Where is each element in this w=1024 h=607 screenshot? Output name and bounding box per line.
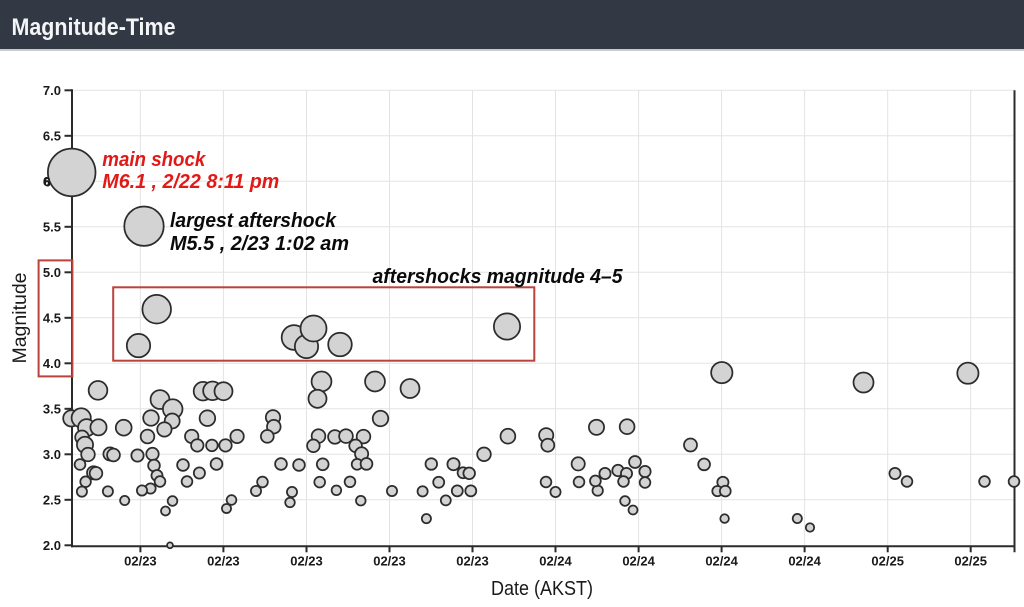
svg-text:7.0: 7.0: [43, 83, 61, 98]
svg-text:02/24: 02/24: [539, 554, 572, 569]
svg-text:02/23: 02/23: [124, 554, 157, 569]
svg-text:3.5: 3.5: [43, 402, 61, 417]
svg-text:main shock: main shock: [102, 149, 206, 171]
svg-text:02/23: 02/23: [373, 554, 406, 569]
svg-text:6.5: 6.5: [43, 129, 61, 144]
svg-text:02/23: 02/23: [207, 554, 240, 569]
svg-text:Magnitude-Time: Magnitude-Time: [12, 14, 176, 41]
svg-text:aftershocks magnitude 4–5: aftershocks magnitude 4–5: [373, 266, 624, 288]
svg-text:02/24: 02/24: [622, 554, 655, 569]
svg-text:02/23: 02/23: [290, 554, 323, 569]
svg-text:largest aftershock: largest aftershock: [170, 210, 337, 232]
svg-text:02/25: 02/25: [954, 554, 987, 569]
svg-text:02/24: 02/24: [788, 554, 821, 569]
svg-text:02/23: 02/23: [456, 554, 489, 569]
svg-text:3.0: 3.0: [43, 447, 61, 462]
svg-text:Magnitude: Magnitude: [9, 272, 31, 363]
svg-text:Date (AKST): Date (AKST): [491, 578, 593, 600]
svg-text:4.0: 4.0: [43, 356, 61, 371]
svg-text:4.5: 4.5: [43, 311, 61, 326]
svg-text:5.5: 5.5: [43, 220, 61, 235]
svg-text:2.5: 2.5: [43, 493, 61, 508]
svg-text:6: 6: [44, 174, 51, 189]
svg-text:02/24: 02/24: [705, 554, 738, 569]
svg-text:02/25: 02/25: [871, 554, 904, 569]
svg-text:M5.5 , 2/23 1:02 am: M5.5 , 2/23 1:02 am: [170, 233, 349, 255]
svg-text:5.0: 5.0: [43, 265, 61, 280]
svg-text:M6.1 , 2/22 8:11 pm: M6.1 , 2/22 8:11 pm: [102, 171, 279, 193]
svg-text:2.0: 2.0: [43, 538, 61, 553]
